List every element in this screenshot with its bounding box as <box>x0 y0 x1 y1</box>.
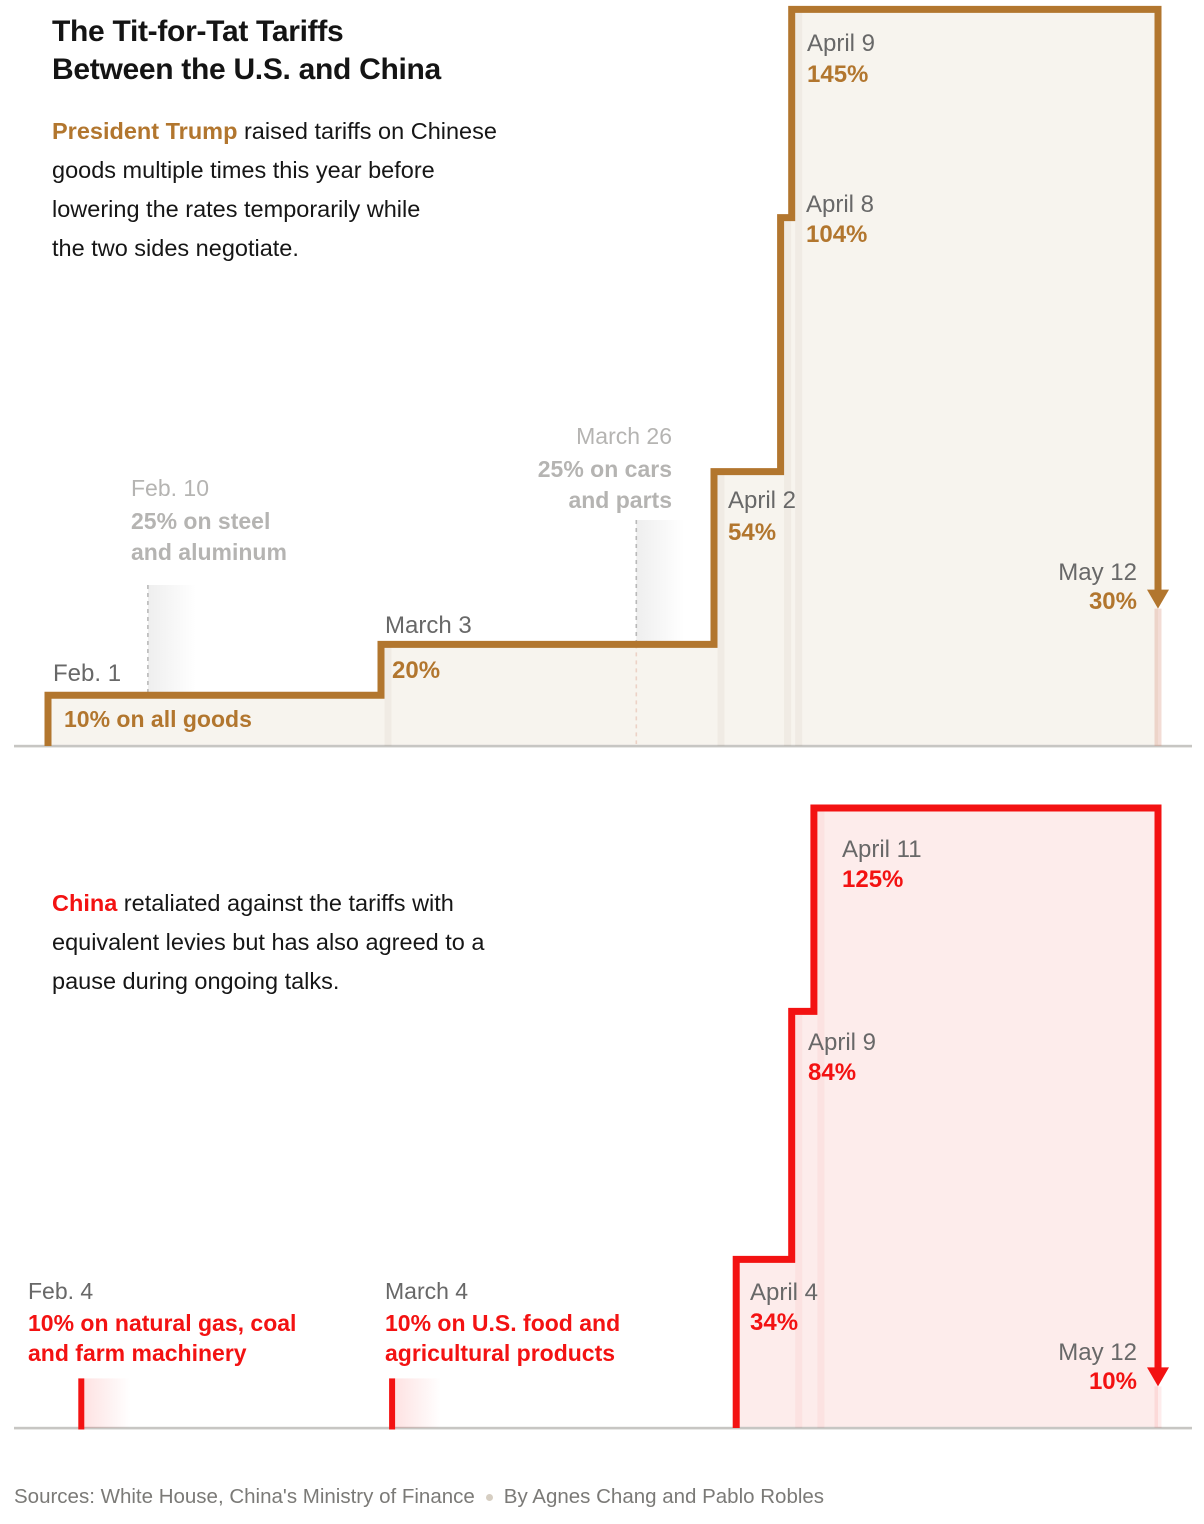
china-event-tick <box>78 1378 85 1430</box>
us-april2-date-label: April 2 <box>728 487 797 514</box>
china-april9-value-label: 84% <box>808 1059 857 1086</box>
us-april9-value-label: 145% <box>807 61 869 88</box>
china-intro-paragraph: China retaliated against the tariffs wit… <box>52 884 672 1001</box>
us-ghost-stripe <box>784 217 792 746</box>
china-ghost-stripe <box>817 808 825 1428</box>
china-area <box>736 808 1158 1428</box>
china-intro-text: retaliated against the tariffs with equi… <box>52 890 485 994</box>
china-april4-value-label: 34% <box>750 1309 799 1336</box>
china-march4-date-label: March 4 <box>385 1278 469 1304</box>
us-event-fade <box>147 585 196 696</box>
china-event-fade <box>84 1378 131 1428</box>
us-march26-date-label: March 26 <box>576 423 672 449</box>
us-april8-value-label: 104% <box>806 221 868 248</box>
us-april8-date-label: April 8 <box>806 191 875 218</box>
us-tariff-step-chart <box>14 5 1192 748</box>
china-april11-value-label: 125% <box>842 866 904 893</box>
down-arrow-icon <box>1147 589 1169 609</box>
china-lead-text: China <box>52 890 118 916</box>
us-event-fade <box>636 520 685 645</box>
china-may12-value-label: 10% <box>1088 1368 1137 1395</box>
china-arrow-shadow <box>1154 1386 1162 1428</box>
us-feb1-date-label: Feb. 1 <box>53 660 122 687</box>
us-march3-value-label: 20% <box>392 657 441 684</box>
us-lead-text: President Trump <box>52 118 238 144</box>
page-title: The Tit-for-Tat Tariffs Between the U.S.… <box>52 15 441 86</box>
us-may12-date-label: May 12 <box>1058 559 1137 586</box>
us-march26-desc-label: 25% on cars and parts <box>537 456 672 513</box>
china-tariff-step-chart <box>14 804 1192 1430</box>
separator-dot-icon <box>485 1493 493 1501</box>
us-april2-value-label: 54% <box>728 519 777 546</box>
us-baseline-axis <box>14 744 1192 748</box>
us-march3-date-label: March 3 <box>385 612 472 639</box>
down-arrow-icon <box>1147 1367 1169 1387</box>
china-march4-desc-label: 10% on U.S. food and agricultural produc… <box>385 1310 621 1366</box>
china-step-line <box>732 804 1162 1428</box>
china-baseline-axis <box>14 1426 1192 1430</box>
us-intro-paragraph: President Trump raised tariffs on Chines… <box>52 112 672 268</box>
us-step-line <box>44 5 1162 746</box>
footer: Sources: White House, China's Ministry o… <box>14 1485 824 1509</box>
us-feb1-value-label: 10% on all goods <box>64 706 252 732</box>
us-april9-date-label: April 9 <box>807 30 876 57</box>
us-feb10-date-label: Feb. 10 <box>131 475 209 501</box>
us-may12-value-label: 30% <box>1088 588 1137 615</box>
china-event-fade <box>395 1378 442 1428</box>
us-ghost-stripe <box>384 644 392 746</box>
sources-text: Sources: White House, China's Ministry o… <box>14 1485 475 1508</box>
china-april9-date-label: April 9 <box>808 1029 877 1056</box>
us-ghost-stripe <box>717 471 725 746</box>
us-feb10-desc-label: 25% on steel and aluminum <box>131 508 287 565</box>
us-arrow-shadow <box>1154 608 1162 746</box>
us-area <box>48 9 1158 746</box>
china-feb4-desc-label: 10% on natural gas, coal and farm machin… <box>28 1310 297 1366</box>
china-may12-date-label: May 12 <box>1058 1339 1137 1366</box>
china-feb4-date-label: Feb. 4 <box>28 1278 94 1304</box>
us-intro-text: raised tariffs on Chinese goods multiple… <box>52 118 497 261</box>
byline-text: By Agnes Chang and Pablo Robles <box>503 1485 825 1508</box>
china-ghost-stripe <box>795 1011 803 1428</box>
us-ghost-stripe <box>795 9 803 746</box>
china-april4-date-label: April 4 <box>750 1279 819 1306</box>
china-event-tick <box>389 1378 396 1430</box>
china-april11-date-label: April 11 <box>842 836 922 863</box>
